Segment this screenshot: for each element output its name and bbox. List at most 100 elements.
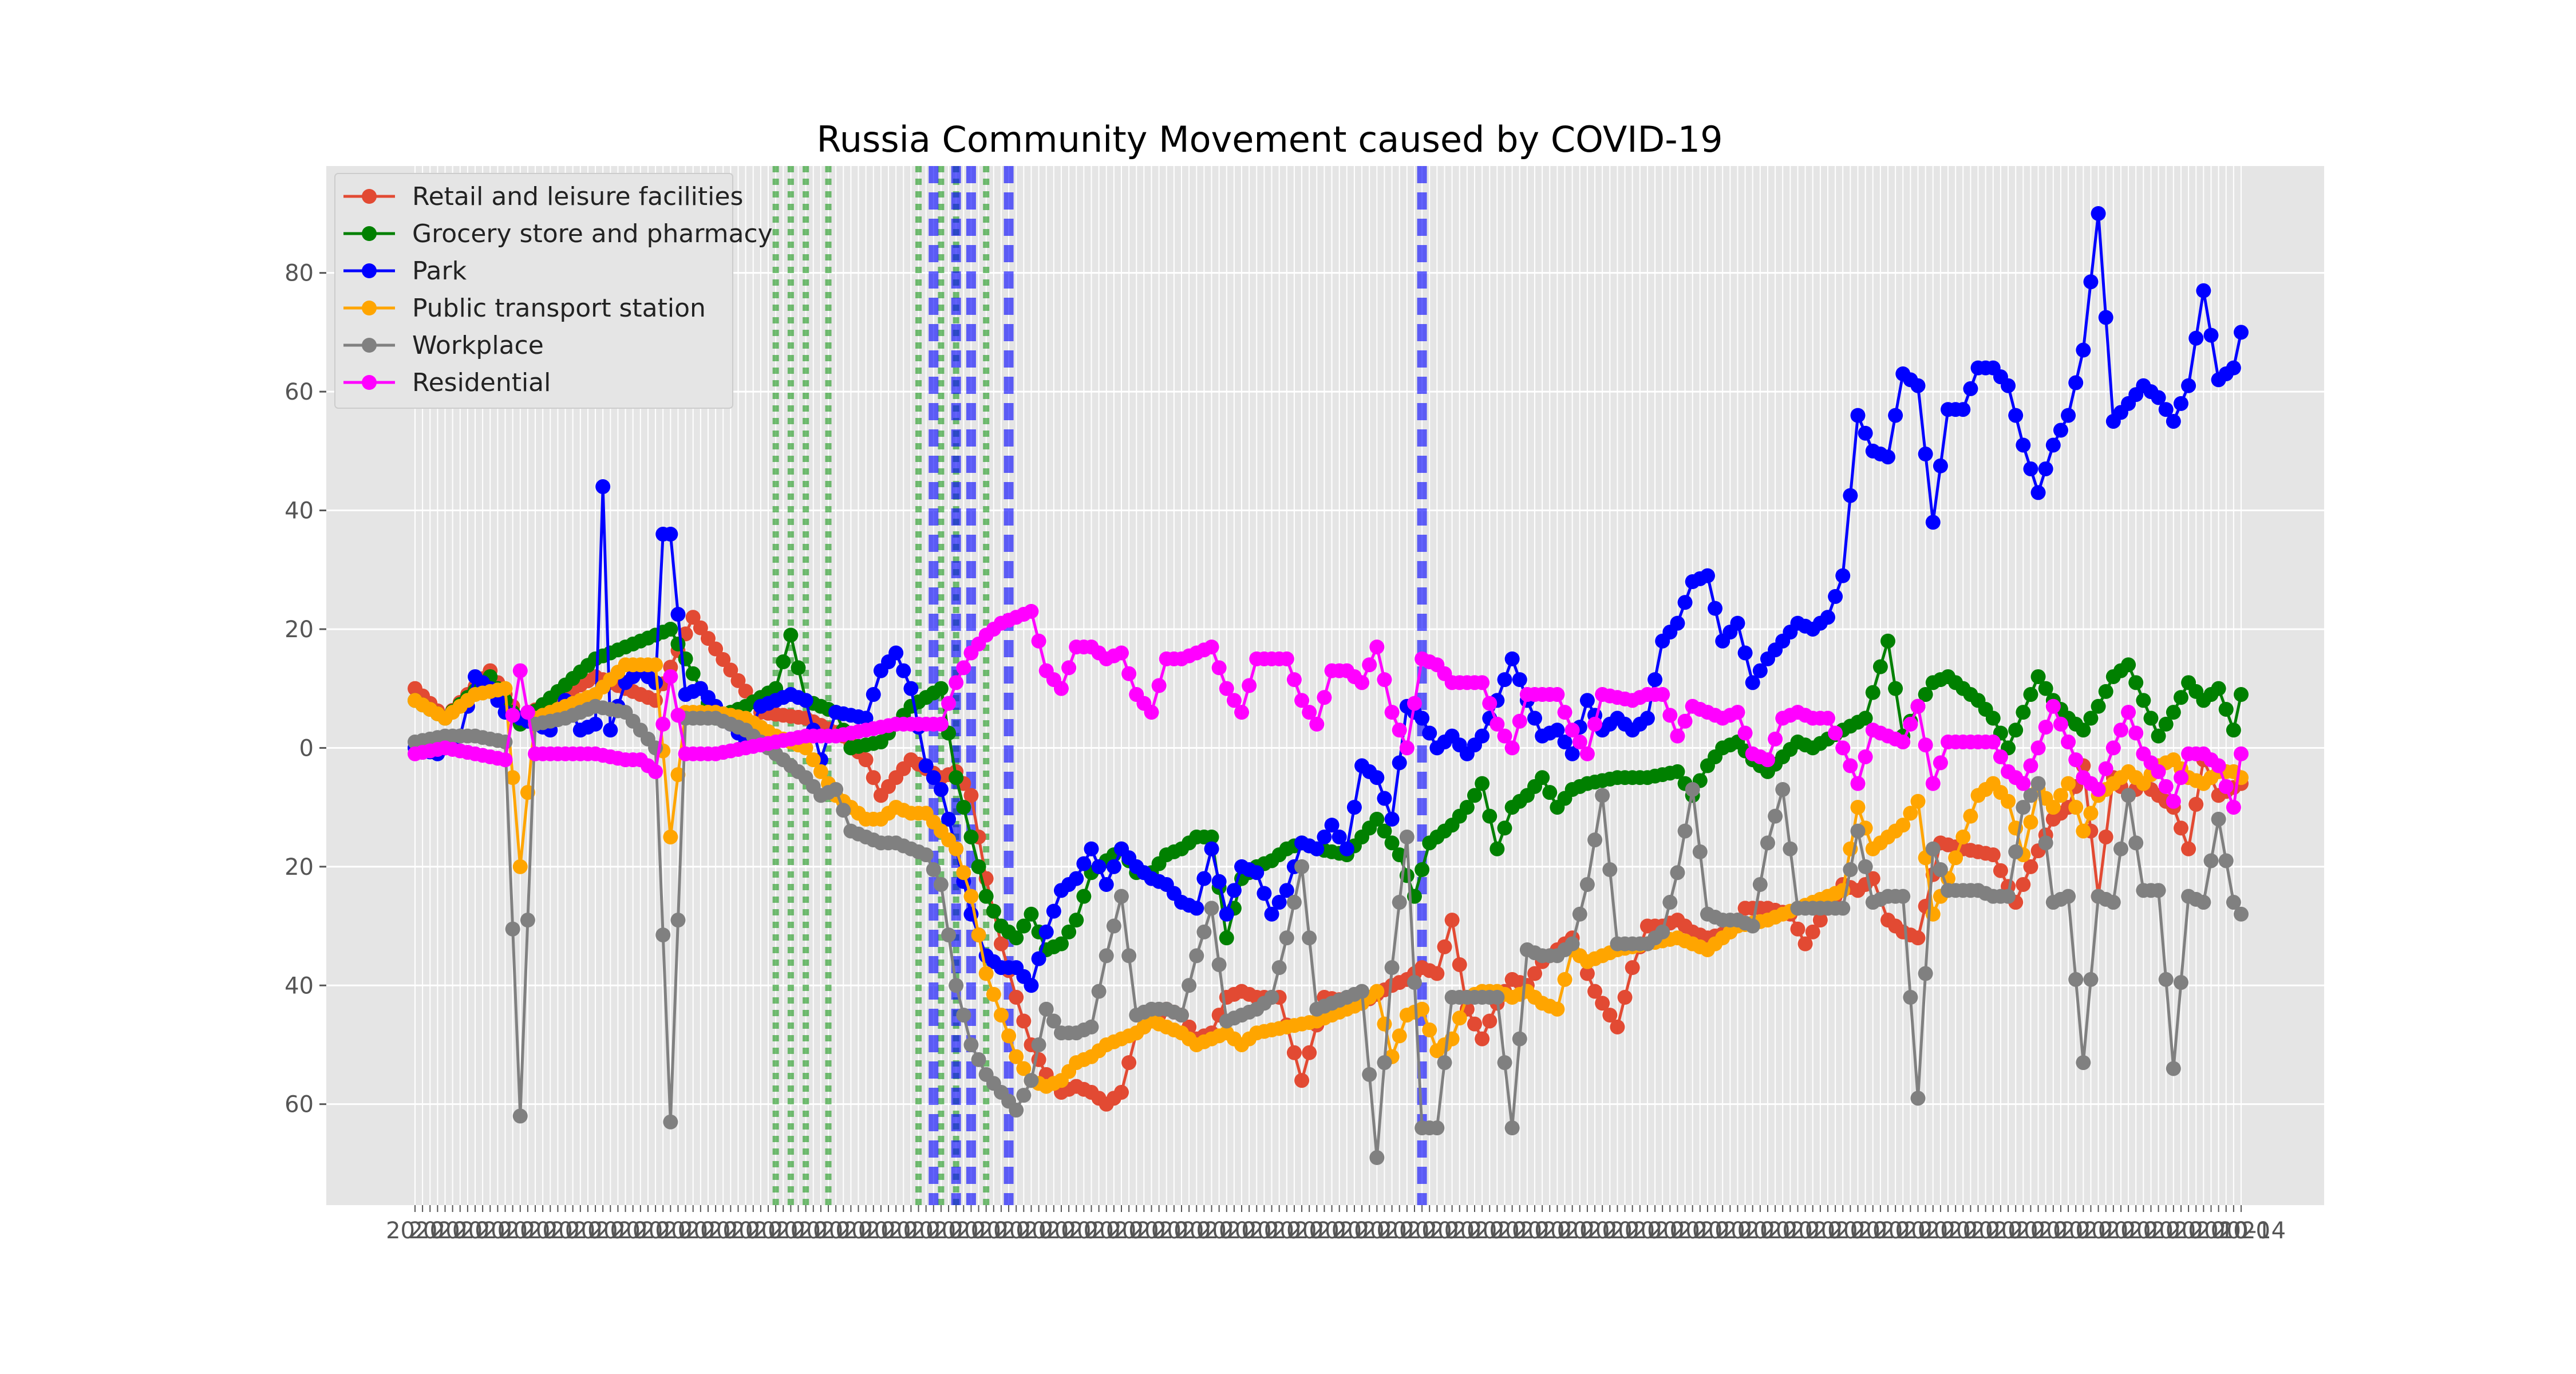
data-point: [1993, 749, 2008, 764]
x-tick-label: 2020: [2032, 1218, 2090, 1244]
legend-swatch-marker: [362, 263, 377, 278]
y-tick-label: 60: [285, 1092, 314, 1118]
x-tick-label: 2020: [1085, 1218, 1143, 1244]
data-point: [956, 865, 971, 881]
x-tick-label: 2020: [1356, 1218, 1414, 1244]
data-point: [520, 913, 535, 928]
data-point: [1099, 948, 1114, 964]
data-point: [949, 770, 964, 785]
data-point: [2098, 310, 2113, 325]
data-point: [1963, 808, 1978, 824]
data-point: [595, 479, 611, 495]
legend-label: Public transport station: [412, 294, 706, 323]
data-point: [1226, 883, 1242, 898]
data-point: [1016, 1013, 1032, 1029]
data-point: [933, 876, 949, 892]
data-point: [1196, 924, 1212, 939]
x-tick-label: 2020: [2212, 1218, 2270, 1244]
data-point: [2091, 206, 2106, 221]
data-point: [1685, 782, 1700, 797]
x-tick-label: 2020: [837, 1218, 895, 1244]
data-point: [1527, 710, 1543, 726]
x-tick-label: 2020: [2167, 1218, 2225, 1244]
data-point: [1670, 865, 1685, 881]
data-point: [716, 652, 731, 667]
data-point: [1211, 874, 1227, 889]
x-tick-label: 2020: [1491, 1218, 1549, 1244]
data-point: [2008, 722, 2024, 738]
data-point: [896, 663, 911, 678]
data-point: [2023, 687, 2038, 702]
data-point: [1271, 960, 1287, 976]
data-point: [933, 716, 949, 732]
data-point: [783, 627, 799, 643]
data-point: [1490, 716, 1505, 732]
data-point: [2218, 779, 2234, 794]
data-point: [1587, 716, 1603, 732]
data-point: [1662, 708, 1678, 723]
data-point: [1557, 735, 1573, 750]
data-point: [1888, 681, 1903, 696]
x-tick-label: 2020: [994, 1218, 1053, 1244]
data-point: [1354, 984, 1370, 999]
data-point: [648, 764, 663, 779]
data-point: [866, 687, 881, 702]
data-point: [1550, 722, 1565, 738]
data-point: [2083, 806, 2099, 821]
data-point: [1512, 713, 1527, 729]
data-point: [1610, 1019, 1625, 1035]
data-point: [1362, 1067, 1377, 1082]
data-point: [648, 693, 663, 708]
x-tick-label: 2020: [1716, 1218, 1775, 1244]
data-point: [963, 1037, 979, 1052]
x-tick-label: 2020: [1851, 1218, 1910, 1244]
x-tick-label: 2020: [1265, 1218, 1323, 1244]
x-tick-label: 2020: [1400, 1218, 1459, 1244]
x-tick-label: 2020: [1784, 1218, 1842, 1244]
data-point: [1752, 663, 1768, 678]
data-point: [1309, 841, 1325, 856]
data-point: [1392, 895, 1407, 910]
data-point: [1121, 948, 1137, 964]
x-tick-label: 2020: [701, 1218, 760, 1244]
data-point: [798, 693, 813, 708]
data-point: [1985, 735, 2001, 750]
data-point: [2151, 390, 2166, 405]
data-point: [1009, 990, 1024, 1005]
data-point: [2188, 330, 2204, 346]
data-point: [1294, 1073, 1310, 1088]
data-point: [866, 770, 881, 785]
data-point: [2158, 972, 2174, 987]
data-point: [1918, 966, 1933, 981]
data-point: [588, 716, 603, 732]
data-point: [1872, 659, 1888, 674]
data-point: [1459, 800, 1475, 815]
data-point: [1415, 862, 1430, 878]
x-tick-label: 2020: [2054, 1218, 2112, 1244]
data-point: [1053, 681, 1069, 696]
data-point: [2234, 746, 2249, 761]
data-point: [1760, 835, 1775, 851]
x-tick-label: 2020: [1107, 1218, 1165, 1244]
x-tick-label: 2020: [814, 1218, 872, 1244]
data-point: [1174, 1008, 1190, 1023]
data-point: [1820, 710, 1835, 726]
data-point: [1512, 672, 1527, 688]
data-point: [2091, 698, 2106, 714]
data-point: [1579, 966, 1595, 981]
y-tick-label: 0: [299, 735, 314, 761]
x-tick-label: 2020: [1874, 1218, 1932, 1244]
data-point: [2030, 485, 2046, 500]
data-point: [1369, 770, 1385, 785]
data-point: [1113, 889, 1129, 904]
data-point: [2196, 895, 2211, 910]
data-point: [888, 645, 904, 661]
data-point: [670, 607, 686, 622]
data-point: [1406, 696, 1422, 711]
data-point: [1783, 841, 1798, 856]
data-point: [1001, 1028, 1017, 1044]
data-point: [497, 752, 513, 768]
data-point: [978, 889, 994, 904]
x-tick-label: 2020: [1739, 1218, 1797, 1244]
data-point: [1850, 800, 1866, 815]
